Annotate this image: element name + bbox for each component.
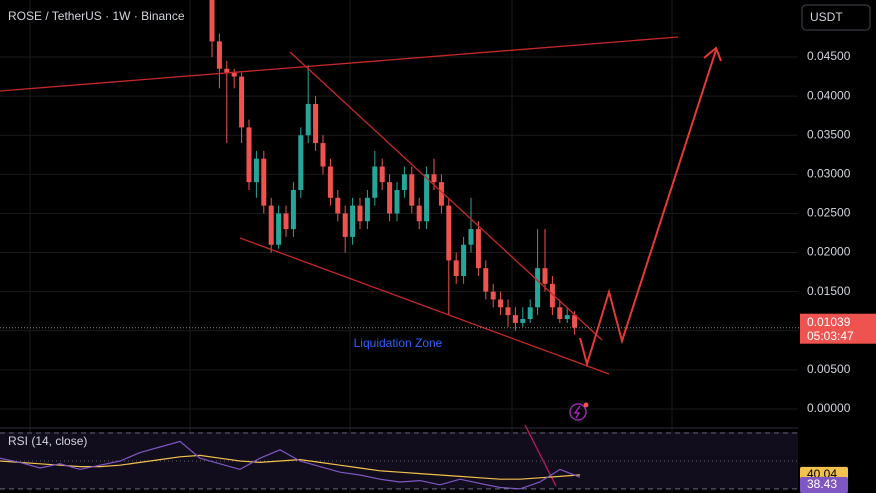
candle-body [231, 72, 237, 77]
candle-body [283, 213, 289, 230]
drawings [0, 36, 722, 421]
candle-body [498, 299, 504, 308]
candle-body [542, 268, 548, 284]
annotation: Liquidation Zone [354, 336, 443, 350]
candle-body [512, 315, 518, 323]
candle-body [342, 213, 348, 237]
candle-body [446, 205, 452, 261]
candle-body [416, 205, 422, 222]
y-tick-label: 0.03500 [807, 127, 851, 141]
rsi-value-label: 38.43 [807, 477, 837, 491]
y-tick-label: 0.00500 [807, 362, 851, 376]
candle-body [209, 0, 215, 42]
grid [0, 56, 798, 410]
candle-body [320, 143, 326, 167]
candle-body [372, 166, 378, 198]
currency[interactable]: USDT [810, 10, 843, 24]
y-tick-label: 0.02500 [807, 206, 851, 220]
trend-line [239, 237, 610, 375]
candle-body [490, 291, 496, 300]
rsi-line [0, 454, 581, 480]
y-tick-label: 0.00000 [807, 401, 851, 415]
y-tick-label: 0.01500 [807, 284, 851, 298]
candle-body [239, 76, 245, 128]
rsi-line [0, 440, 581, 490]
rsi-value-box [800, 477, 848, 493]
countdown: 05:03:47 [807, 329, 854, 343]
candle-body [409, 174, 415, 206]
rsi-title: RSI (14, close) [8, 434, 87, 448]
candle-body [261, 158, 267, 206]
y-tick-label: 0.04000 [807, 88, 851, 102]
candle-body [350, 205, 356, 237]
currency-box[interactable] [801, 4, 871, 31]
candle-body [557, 307, 563, 320]
candle-body [387, 182, 393, 214]
y-tick-label: 0.02000 [807, 245, 851, 259]
candle-body [313, 103, 319, 144]
candles [209, 0, 578, 335]
candle-body [394, 189, 400, 214]
currency-button[interactable]: USDT [801, 4, 871, 31]
alert-icon [569, 402, 589, 421]
candle-body [520, 319, 526, 323]
y-tick-label: 0.03000 [807, 167, 851, 181]
candle-body [298, 135, 304, 190]
candle-body [216, 41, 222, 69]
last-price-box [800, 313, 876, 344]
candle-body [401, 174, 407, 190]
vertical-grid [29, 0, 673, 493]
chart-title: ROSE / TetherUS · 1W · Binance [8, 9, 185, 23]
candle-body [468, 229, 474, 245]
candle-body [564, 315, 570, 320]
candle-body [505, 307, 511, 316]
trend-line [0, 36, 679, 92]
candle-body [357, 205, 363, 222]
candle-body [224, 68, 230, 73]
candle-body [268, 205, 274, 245]
candle-body [461, 244, 467, 277]
candle-body [483, 268, 489, 292]
candle-body [572, 315, 578, 328]
last-price: 0.01039 [807, 315, 851, 329]
rsi-band [0, 432, 798, 489]
candle-body [475, 229, 481, 269]
y-tick-label: 0.04500 [807, 49, 851, 63]
candle-body [549, 283, 555, 308]
candle-body [327, 166, 333, 198]
candle-body [438, 182, 444, 206]
candle-body [527, 307, 533, 320]
candle-body [431, 174, 437, 183]
trend-line [289, 51, 603, 341]
candle-body [535, 268, 541, 308]
candle-body [305, 103, 311, 136]
candle-body [290, 189, 296, 230]
candle-body [246, 127, 252, 183]
candle-body [453, 260, 459, 277]
arrow-head [703, 46, 722, 62]
candle-body [276, 213, 282, 245]
candle-body [253, 158, 259, 183]
candle-body [364, 197, 370, 222]
candle-body [335, 197, 341, 214]
candle-body [379, 166, 385, 183]
projection-arrow [579, 49, 717, 368]
candle-body [424, 174, 430, 222]
rsi-pane [0, 424, 798, 490]
